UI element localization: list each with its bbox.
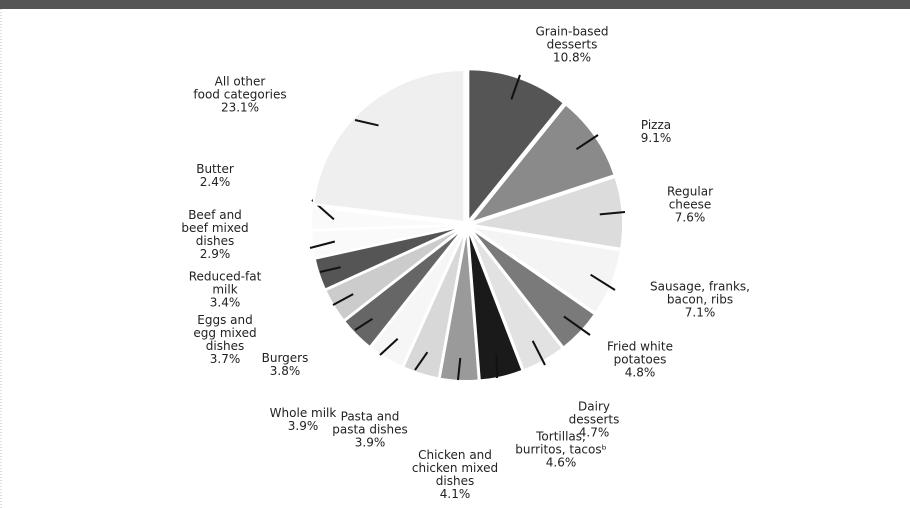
leader-line <box>590 273 616 291</box>
slice-name: Grain-based desserts <box>535 24 609 52</box>
slice-name: All other food categories <box>193 74 287 102</box>
slice-name: Pizza <box>640 118 672 132</box>
leader-line <box>414 351 429 371</box>
slice-value: 4.1% <box>439 487 471 501</box>
slice-value: 4.7% <box>578 425 610 440</box>
leader-line <box>531 340 546 366</box>
slice-label: Reduced-fat milk 3.4% <box>188 269 262 310</box>
leader-line <box>379 338 399 356</box>
slice-name: Regular cheese <box>666 184 714 212</box>
slice-name: Pasta and pasta dishes <box>332 409 408 437</box>
slice-value: 4.8% <box>624 365 656 380</box>
leader-line <box>354 119 379 127</box>
leader-line <box>575 134 599 151</box>
slice-value: 9.1% <box>640 131 672 145</box>
leader-line <box>319 266 341 273</box>
slice-value: 7.6% <box>674 210 706 225</box>
slice-label: Fried white potatoes 4.8% <box>607 339 673 380</box>
slice-name: Beef and beef mixed dishes <box>181 208 249 248</box>
slice-label: Pasta and pasta dishes 3.9% <box>332 409 408 450</box>
slice-value: 3.8% <box>269 364 301 378</box>
pie-slice <box>466 228 524 382</box>
slice-value: 3.9% <box>354 435 386 450</box>
slice-label: Butter 2.4% <box>196 163 234 189</box>
slice-value: 7.1% <box>684 305 716 320</box>
slice-value: 2.4% <box>199 175 231 189</box>
leader-line <box>510 74 521 100</box>
slice-value: 2.9% <box>199 247 231 261</box>
slice-name: Chicken and chicken mixed dishes <box>411 448 499 488</box>
leader-line <box>495 354 498 379</box>
leader-line <box>599 211 626 216</box>
slice-name: Butter <box>196 162 234 176</box>
slice-name: Reduced-fat milk <box>188 269 262 297</box>
slice-name: Sausage, franks, bacon, ribs <box>650 279 750 307</box>
leader-line <box>563 315 591 336</box>
pie-slice <box>438 228 480 382</box>
slice-name: Dairy desserts <box>568 399 620 427</box>
slice-value: 3.4% <box>209 295 241 310</box>
slice-label: Beef and beef mixed dishes 2.9% <box>181 209 248 261</box>
leader-line <box>457 357 462 381</box>
slice-label: Grain-based desserts 10.8% <box>535 24 609 65</box>
slice-name: Whole milk <box>269 406 337 420</box>
pie-slice <box>469 226 597 349</box>
leader-line <box>354 317 373 331</box>
slice-label: Sausage, franks, bacon, ribs 7.1% <box>650 279 750 320</box>
slice-value: 23.1% <box>220 100 260 115</box>
slice-value: 3.7% <box>209 352 241 366</box>
top-bar <box>0 0 910 9</box>
slice-label: Pizza 9.1% <box>641 119 672 145</box>
slice-label: Dairy desserts 4.7% <box>568 399 620 440</box>
slice-label: All other food categories 23.1% <box>193 74 287 115</box>
pie-slice <box>470 225 622 315</box>
slice-name: Eggs and egg mixed dishes <box>193 313 257 353</box>
slice-name: Tortillas, burritos, tacosᵇ <box>515 429 607 457</box>
slice-value: 3.9% <box>287 419 319 433</box>
pie-slice <box>312 69 466 224</box>
slice-label: Eggs and egg mixed dishes 3.7% <box>193 314 256 366</box>
slice-label: Chicken and chicken mixed dishes 4.1% <box>412 449 498 501</box>
slice-name: Burgers <box>261 351 309 365</box>
slice-value: 10.8% <box>552 50 592 65</box>
slice-label: Burgers 3.8% <box>262 352 309 378</box>
leader-line <box>332 293 354 306</box>
slice-label: Regular cheese 7.6% <box>666 184 714 225</box>
slice-value: 4.6% <box>545 455 577 470</box>
leader-line <box>309 240 336 249</box>
slice-label: Whole milk 3.9% <box>270 407 337 433</box>
pie-slice <box>310 205 464 231</box>
slice-name: Fried white potatoes <box>607 339 673 367</box>
slice-label: Tortillas, burritos, tacosᵇ 4.6% <box>515 429 607 470</box>
